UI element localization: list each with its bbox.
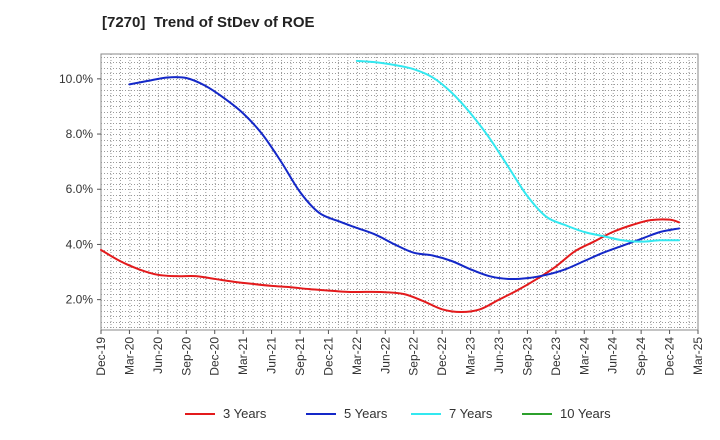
x-tick-label: Sep-23	[520, 337, 534, 376]
y-tick-label: 4.0%	[66, 237, 94, 251]
x-tick-label: Mar-20	[122, 337, 136, 375]
x-tick-label: Dec-20	[208, 337, 222, 376]
y-tick-label: 10.0%	[59, 72, 93, 86]
y-tick-label: 2.0%	[66, 293, 94, 307]
x-tick-label: Dec-23	[549, 337, 563, 376]
legend-layer: 3 Years 5 Years 7 Years 10 Years	[185, 406, 611, 421]
x-tick-label: Mar-23	[464, 337, 478, 375]
x-tick-label: Mar-21	[236, 337, 250, 375]
x-tick-label: Dec-24	[663, 337, 677, 376]
x-tick-label: Dec-22	[435, 337, 449, 376]
x-tick-label: Dec-21	[321, 337, 335, 376]
x-tick-label: Jun-24	[606, 337, 620, 374]
x-tick-label: Sep-21	[293, 337, 307, 376]
series-line-5-years	[128, 76, 681, 281]
axis-layer: 2.0% 4.0% 6.0% 8.0% 10.0% Dec-19 Mar-20 Jun-20 S…	[59, 72, 705, 376]
y-tick-label: 6.0%	[66, 182, 94, 196]
x-tick-label: Sep-22	[407, 337, 421, 376]
legend-label-5-years: 5 Years	[344, 406, 388, 421]
x-tick-label: Dec-19	[94, 337, 108, 376]
series-line-7-years	[355, 59, 681, 243]
y-tick-label: 8.0%	[66, 127, 94, 141]
grid-layer	[100, 53, 699, 331]
legend-label-10-years: 10 Years	[560, 406, 611, 421]
x-tick-label: Sep-24	[634, 337, 648, 376]
chart-title: [7270] Trend of StDev of ROE	[102, 14, 315, 31]
x-tick-label: Sep-20	[179, 337, 193, 376]
x-tick-label: Jun-20	[151, 337, 165, 374]
x-tick-label: Mar-22	[350, 337, 364, 375]
legend-label-7-years: 7 Years	[449, 406, 493, 421]
x-tick-label: Mar-24	[577, 337, 591, 375]
legend-label-3-years: 3 Years	[223, 406, 267, 421]
x-tick-label: Jun-22	[378, 337, 392, 374]
series-line-3-years	[100, 218, 681, 314]
x-tick-label: Jun-21	[265, 337, 279, 374]
x-tick-label: Mar-25	[691, 337, 705, 375]
x-tick-label: Jun-23	[492, 337, 506, 374]
series-layer	[100, 59, 681, 314]
